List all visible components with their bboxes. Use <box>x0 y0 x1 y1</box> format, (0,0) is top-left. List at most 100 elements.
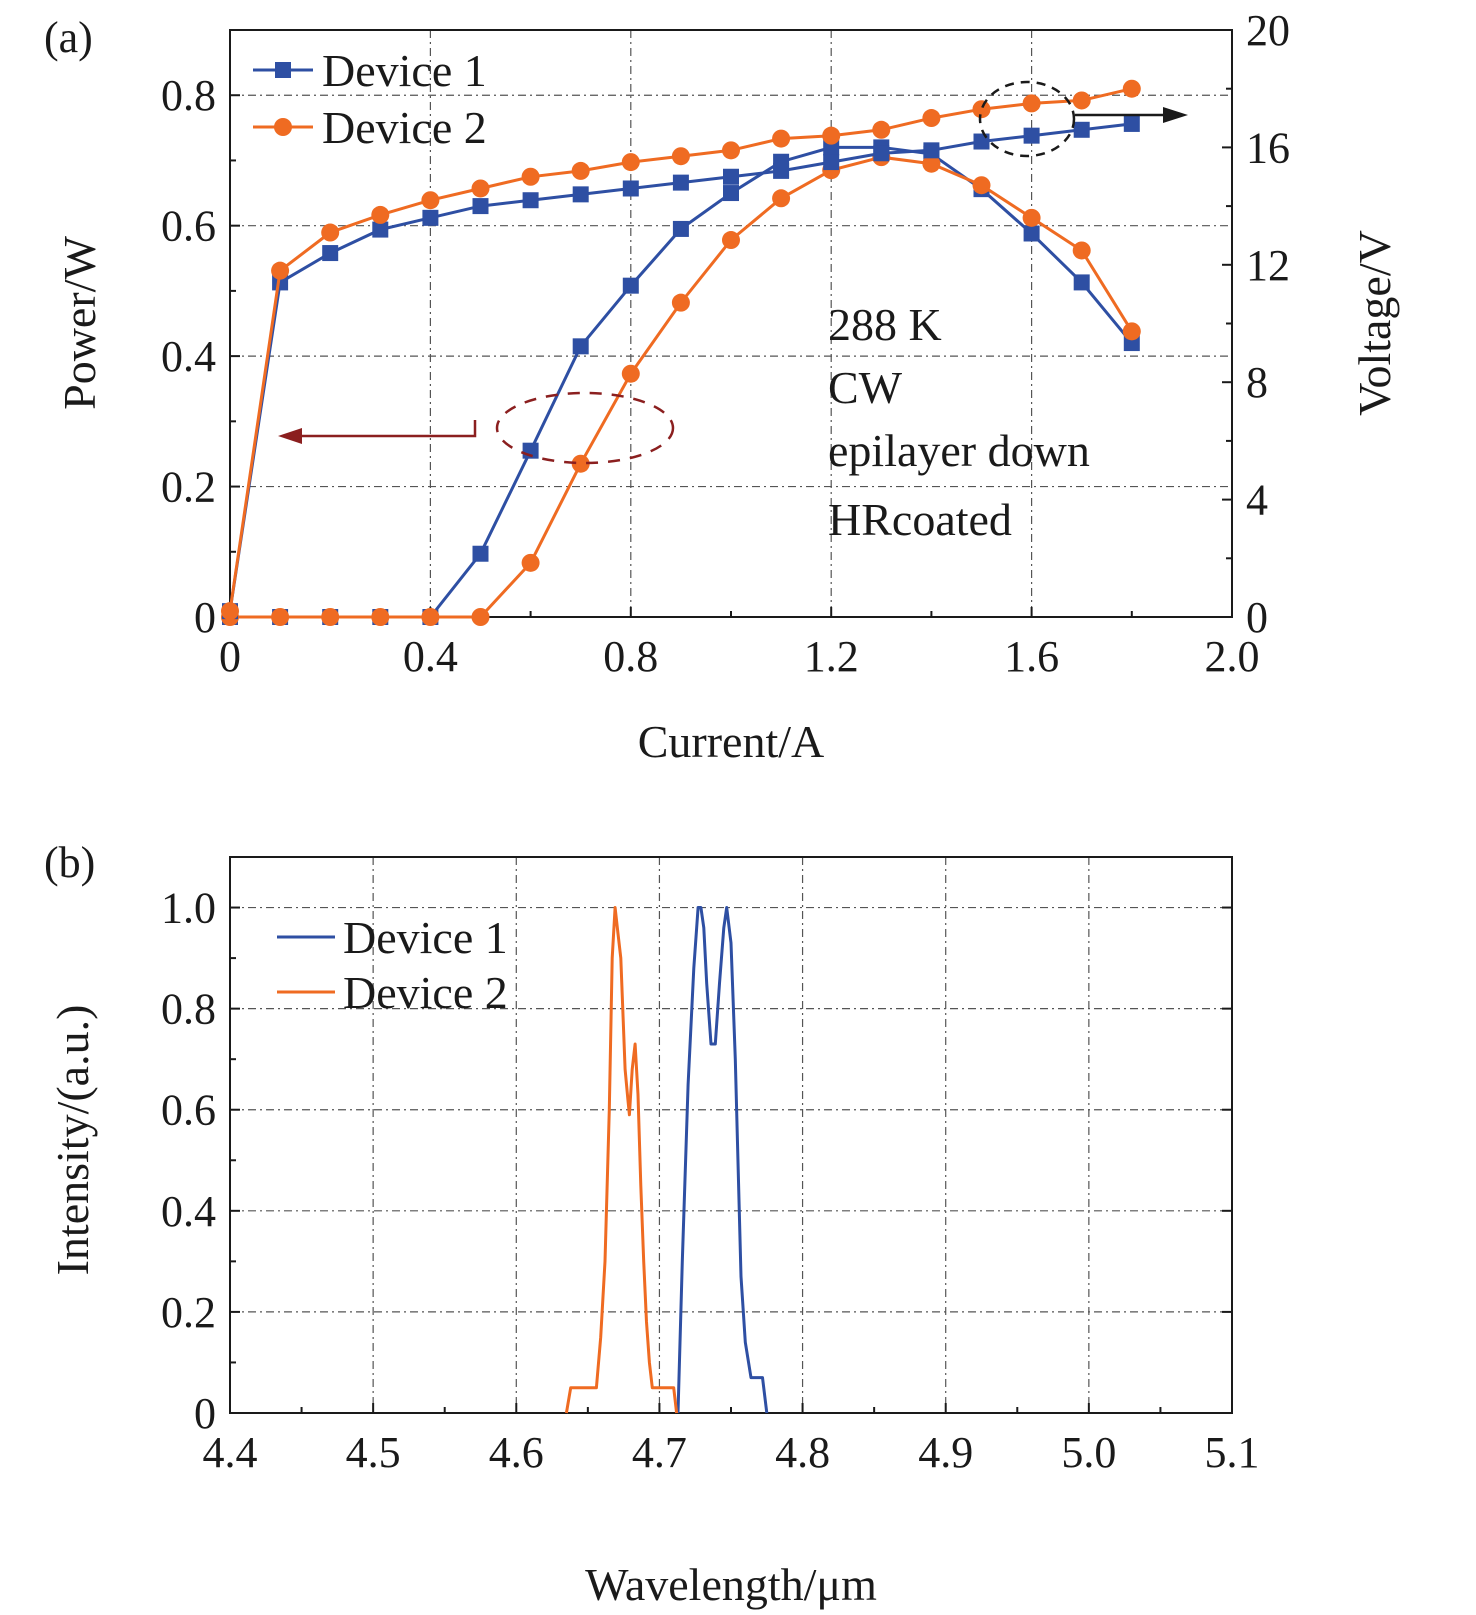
data-point-device-1-voltage <box>672 174 689 191</box>
power-curves-dashed-ellipse <box>495 391 675 465</box>
data-point-device-1-voltage <box>723 168 739 185</box>
panel-b-label: (b) <box>44 838 95 887</box>
data-point-device-1-voltage <box>572 186 589 203</box>
left-axis-indicator <box>278 391 675 465</box>
series-line-device-1-power <box>230 145 1133 619</box>
data-point-device-2-power <box>1122 322 1141 341</box>
data-point-device-2-voltage <box>221 602 239 621</box>
annotation-mounting: epilayer down <box>828 425 1090 476</box>
series-line-device-1-spectrum <box>676 906 769 1414</box>
panel-b: (b) 4.4 4.5 4.6 4.7 4.8 4.9 5.0 5.1 0 0.2 0.4 0.6 0.… <box>44 838 1260 1610</box>
data-point-device-1-voltage <box>422 209 439 226</box>
data-point-device-1-power <box>672 220 689 237</box>
right-axis-indicator <box>978 80 1188 158</box>
data-point-device-2-power <box>772 189 791 208</box>
legend-label-device-1: Device 1 <box>322 45 487 96</box>
panel-a-y-tick-label: 0.2 <box>161 463 216 512</box>
data-point-device-1-power <box>622 277 639 294</box>
data-point-device-2-power <box>922 154 941 173</box>
data-point-device-1-voltage <box>1073 121 1090 138</box>
data-point-device-1-voltage <box>1023 127 1040 144</box>
panel-a-series <box>221 79 1141 626</box>
data-point-device-2-voltage <box>1072 91 1091 110</box>
data-point-device-1-voltage <box>472 198 489 215</box>
panel-a-y2-axis-title: Voltage/V <box>1349 230 1400 416</box>
data-point-device-1-voltage <box>622 180 639 197</box>
panel-b-x-tick-label: 4.7 <box>632 1428 687 1477</box>
panel-b-x-tick-label: 4.4 <box>203 1428 258 1477</box>
data-point-device-1-power <box>1073 274 1090 291</box>
data-point-device-1-power <box>472 545 489 562</box>
panel-a-x-tick-label: 2.0 <box>1205 632 1260 681</box>
panel-a-y2-tick-label: 8 <box>1246 358 1268 407</box>
panel-a-x-tick-label: 0.8 <box>603 632 658 681</box>
panel-b-x-tick-label: 4.6 <box>489 1428 544 1477</box>
annotation-coating: HRcoated <box>828 494 1012 545</box>
data-point-device-2-voltage <box>872 120 891 139</box>
legend-label-device-2-b: Device 2 <box>343 967 508 1018</box>
data-point-device-2-voltage <box>1022 94 1041 113</box>
panel-b-series <box>564 906 769 1414</box>
panel-b-x-axis-title: Wavelength/μm <box>585 1559 877 1610</box>
panel-a-x-tick-label: 0 <box>219 632 241 681</box>
legend-marker-device-2 <box>274 118 292 136</box>
data-point-device-2-power <box>321 608 340 626</box>
data-point-device-2-power <box>671 293 690 312</box>
data-point-device-2-power <box>571 454 590 473</box>
data-point-device-2-power <box>421 608 440 626</box>
right-arrow-head <box>1163 107 1188 123</box>
data-point-device-2-voltage <box>1122 79 1141 98</box>
data-point-device-1-voltage <box>1123 115 1140 132</box>
data-point-device-2-voltage <box>271 261 290 280</box>
data-point-device-2-power <box>1022 208 1041 227</box>
data-point-device-1-power <box>1023 225 1040 242</box>
panel-a-y2-tick-label: 20 <box>1246 6 1290 55</box>
panel-a-y2-tick-label: 16 <box>1246 123 1290 172</box>
data-point-device-2-voltage <box>571 161 590 180</box>
data-point-device-1-voltage <box>823 154 840 171</box>
panel-b-ticks: 4.4 4.5 4.6 4.7 4.8 4.9 5.0 5.1 0 0.2 0.4 0.6 0.8 1.0 <box>161 856 1260 1477</box>
data-point-device-2-power <box>722 231 740 250</box>
series-line-device-2-spectrum <box>564 906 679 1414</box>
annotation-temperature: 288 K <box>828 299 942 350</box>
data-point-device-2-power <box>521 553 540 572</box>
panel-a-y-tick-label: 0.8 <box>161 71 216 120</box>
data-point-device-1-voltage <box>873 145 890 162</box>
panel-a-frame <box>229 29 1233 618</box>
panel-b-legend: Device 1 Device 2 <box>277 912 508 1018</box>
panel-b-y-tick-label: 0.8 <box>161 985 216 1034</box>
data-point-device-2-power <box>1072 241 1091 260</box>
panel-a-y2-tick-label: 0 <box>1246 593 1268 642</box>
data-point-device-2-power <box>621 364 640 383</box>
panel-b-frame <box>229 856 1233 1414</box>
data-point-device-2-voltage <box>772 129 791 148</box>
panel-b-x-tick-label: 4.8 <box>775 1428 830 1477</box>
data-point-device-2-voltage <box>621 153 640 172</box>
panel-a-x-axis-title: Current/A <box>638 716 825 767</box>
panel-a-legend: Device 1 Device 2 <box>253 45 487 153</box>
panel-a: (a) 0 0.4 0.8 1.2 1.6 2.000.20.40.60.80481216… <box>44 6 1400 767</box>
data-point-device-2-power <box>371 608 390 626</box>
panel-b-y-tick-label: 0.2 <box>161 1288 216 1337</box>
data-point-device-2-voltage <box>972 100 991 119</box>
panel-b-x-tick-label: 4.5 <box>346 1428 401 1477</box>
panel-a-y-tick-label: 0.4 <box>161 332 216 381</box>
panel-a-y-axis-title: Power/W <box>54 236 105 410</box>
data-point-device-2-voltage <box>671 147 690 166</box>
legend-label-device-2: Device 2 <box>322 102 487 153</box>
panel-a-y2-tick-label: 12 <box>1246 241 1290 290</box>
panel-a-y2-tick-label: 4 <box>1246 476 1268 525</box>
panel-b-y-tick-label: 0.6 <box>161 1086 216 1135</box>
data-point-device-2-power <box>471 608 490 626</box>
legend-marker-device-1 <box>275 62 291 78</box>
panel-b-y-tick-label: 0 <box>194 1389 216 1438</box>
data-point-device-2-power <box>271 608 290 626</box>
panel-a-x-tick-label: 1.6 <box>1004 632 1059 681</box>
panel-b-x-tick-label: 4.9 <box>918 1428 973 1477</box>
voltage-curves-dashed-ellipse <box>978 80 1076 158</box>
data-point-device-1-voltage <box>973 133 990 150</box>
data-point-device-1-voltage <box>322 245 339 262</box>
data-point-device-2-voltage <box>421 191 440 210</box>
